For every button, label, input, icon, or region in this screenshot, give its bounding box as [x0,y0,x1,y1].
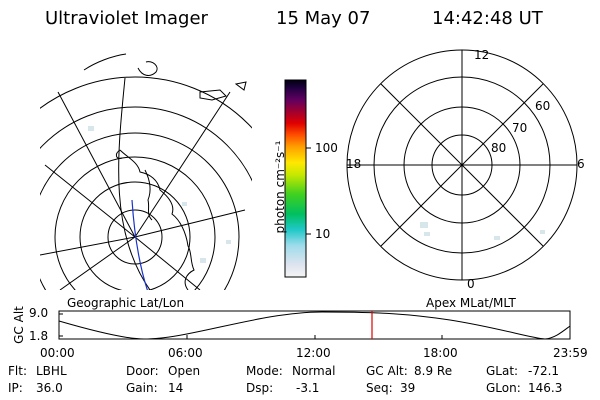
mlat-60-label: 60 [535,99,551,113]
gc-alt-label: GC Alt: [366,364,408,378]
alt-axis-label: GC Alt [12,306,26,344]
alt-tick-bottom: 1.8 [29,329,49,343]
colorbar-tick-100: 100 [315,141,338,155]
time-label: 14:42:48 UT [432,8,543,29]
time-tick: 23:59 [553,346,588,360]
magnetic-map [346,49,578,281]
altitude-plot [58,310,571,340]
time-tick: 06:00 [168,346,203,360]
right-image-speckles [420,222,545,240]
time-tick: 00:00 [40,346,75,360]
geographic-map [40,53,252,290]
glat-value: -72.1 [528,364,560,378]
mlat-80-label: 80 [491,141,507,155]
filter-label: Flt: [8,364,27,378]
glon-value: 146.3 [528,381,563,395]
ip-value: 36.0 [36,381,63,395]
seq-value: 39 [400,381,416,395]
mlt-6-label: 6 [577,157,585,171]
instrument-title: Ultraviolet Imager [45,8,208,29]
mlt-18-label: 18 [346,157,362,171]
time-tick: 18:00 [423,346,458,360]
mlt-12-label: 12 [474,48,490,62]
alt-tick-top: 9.0 [29,306,49,320]
gain-value: 14 [168,381,184,395]
colorbar [284,79,311,278]
door-value: Open [168,364,201,378]
mlt-0-label: 0 [467,277,475,291]
glat-label: GLat: [486,364,519,378]
door-label: Door: [126,364,159,378]
glon-label: GLon: [486,381,521,395]
colorbar-tick-10: 10 [315,227,331,241]
gain-label: Gain: [126,381,158,395]
filter-value: LBHL [36,364,67,378]
colorbar-unit-label: photon cm⁻²s⁻¹ [273,140,287,234]
ip-label: IP: [8,381,23,395]
mlat-70-label: 70 [512,121,528,135]
seq-label: Seq: [366,381,393,395]
date-label: 15 May 07 [276,8,371,29]
mode-label: Mode: [246,364,283,378]
left-image-speckles [88,126,231,263]
dsp-value: -3.1 [296,381,320,395]
dsp-label: Dsp: [246,381,274,395]
geographic-caption: Geographic Lat/Lon [67,296,185,310]
magnetic-caption: Apex MLat/MLT [426,296,516,310]
time-tick: 12:00 [296,346,331,360]
gc-alt-value: 8.9 Re [414,364,453,378]
mode-value: Normal [292,364,336,378]
